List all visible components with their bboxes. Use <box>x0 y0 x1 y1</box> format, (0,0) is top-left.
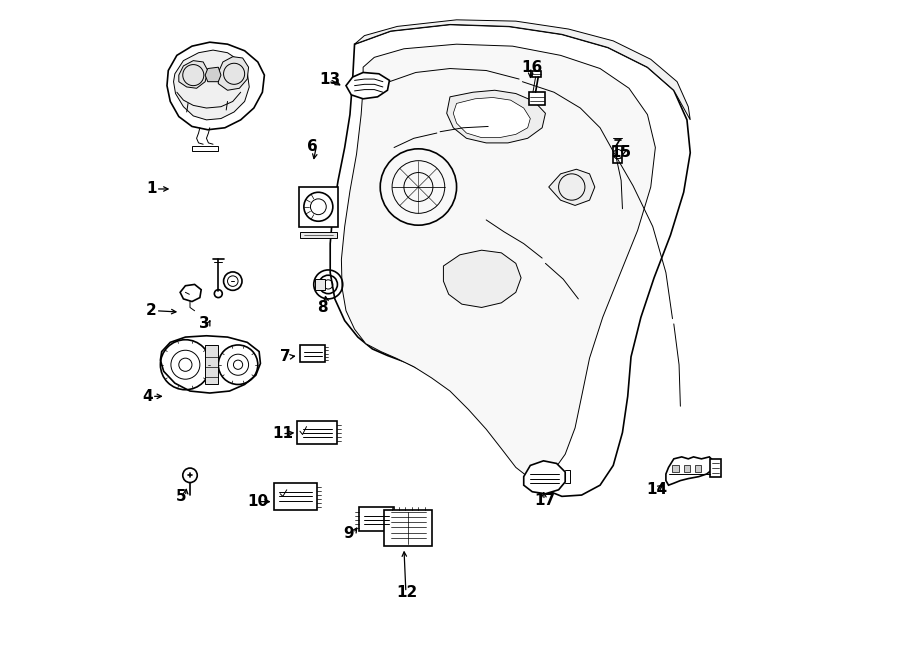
Polygon shape <box>219 57 248 91</box>
Polygon shape <box>684 465 690 472</box>
Polygon shape <box>300 232 337 239</box>
Text: 15: 15 <box>610 145 631 160</box>
Polygon shape <box>666 457 714 485</box>
Text: 11: 11 <box>273 426 293 442</box>
Polygon shape <box>205 345 219 385</box>
Polygon shape <box>205 67 220 82</box>
Text: 9: 9 <box>344 525 354 541</box>
Text: 13: 13 <box>320 71 341 87</box>
Polygon shape <box>529 93 545 105</box>
Polygon shape <box>532 71 541 77</box>
Text: 4: 4 <box>142 389 153 404</box>
Text: 3: 3 <box>199 317 209 331</box>
Polygon shape <box>613 146 623 163</box>
Polygon shape <box>672 465 680 472</box>
Text: 10: 10 <box>248 494 268 509</box>
Polygon shape <box>454 97 530 137</box>
Polygon shape <box>355 20 690 120</box>
Polygon shape <box>274 483 317 510</box>
Text: 8: 8 <box>317 300 328 315</box>
Text: 12: 12 <box>396 585 418 600</box>
Polygon shape <box>359 507 394 531</box>
Polygon shape <box>315 279 325 290</box>
Polygon shape <box>192 146 219 151</box>
Polygon shape <box>446 91 545 143</box>
Polygon shape <box>299 187 338 227</box>
Text: 14: 14 <box>646 483 667 497</box>
Polygon shape <box>444 251 521 307</box>
Polygon shape <box>695 465 701 472</box>
Polygon shape <box>180 284 202 301</box>
Text: 6: 6 <box>307 139 318 154</box>
Polygon shape <box>330 24 690 496</box>
Polygon shape <box>341 44 655 477</box>
Text: 16: 16 <box>521 59 543 75</box>
Polygon shape <box>549 169 595 206</box>
Polygon shape <box>167 42 265 130</box>
Polygon shape <box>179 61 208 89</box>
Polygon shape <box>297 421 337 444</box>
Polygon shape <box>300 345 325 362</box>
Text: 17: 17 <box>535 493 555 508</box>
Text: 2: 2 <box>146 303 157 318</box>
Text: 1: 1 <box>146 182 157 196</box>
Polygon shape <box>524 461 565 494</box>
Polygon shape <box>346 73 390 98</box>
Text: 7: 7 <box>280 349 291 364</box>
Polygon shape <box>710 459 721 477</box>
Polygon shape <box>384 510 432 547</box>
Polygon shape <box>174 50 249 120</box>
Polygon shape <box>160 336 260 393</box>
Text: 5: 5 <box>176 489 186 504</box>
